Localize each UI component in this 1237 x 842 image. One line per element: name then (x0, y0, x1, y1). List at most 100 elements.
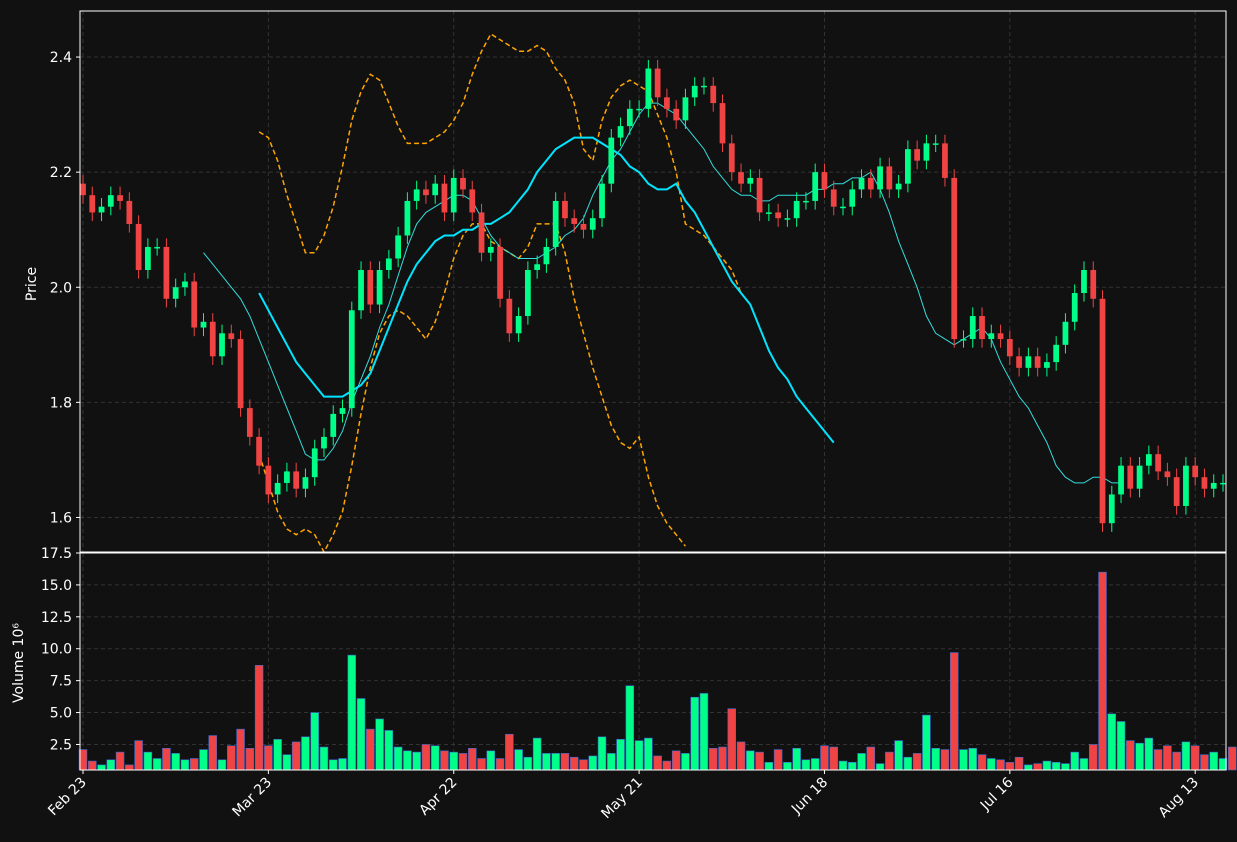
candle-body (654, 68, 661, 98)
candle-body (932, 143, 939, 145)
candle (423, 180, 429, 204)
candle (756, 169, 763, 222)
volume-bar (301, 736, 310, 771)
volume-bar (1228, 746, 1237, 771)
volume-bar (338, 758, 347, 771)
candle (849, 180, 856, 216)
candle (728, 134, 735, 181)
candle-body (525, 269, 531, 317)
volume-panel-frame (79, 552, 1227, 771)
candle-body (877, 166, 883, 190)
volume-bar (217, 759, 227, 771)
candle (1192, 457, 1199, 486)
candle (960, 330, 967, 348)
candle-body (849, 189, 856, 207)
volume-bar (162, 747, 171, 771)
volume-bar (1135, 742, 1144, 771)
candle (441, 175, 448, 222)
candle (1210, 474, 1217, 498)
candle-body (1108, 494, 1115, 524)
candle (1201, 468, 1208, 498)
volume-bars (78, 571, 1237, 771)
volume-bar (616, 739, 625, 771)
volume-bar (773, 749, 783, 771)
candle (284, 462, 290, 492)
candle-body (738, 172, 744, 184)
candle (413, 180, 420, 210)
candle-body (330, 413, 337, 437)
candle (163, 238, 170, 308)
candle-body (617, 126, 624, 138)
volume-bar (1126, 740, 1135, 771)
candle-body (830, 189, 837, 207)
candle-body (1025, 356, 1032, 368)
volume-bar (579, 759, 588, 771)
candle (385, 249, 392, 279)
candle (664, 88, 670, 118)
candle-body (1053, 344, 1060, 363)
volume-bar (1005, 762, 1015, 771)
candle-body (886, 166, 893, 190)
candle (543, 238, 550, 273)
candle-body (599, 183, 605, 219)
volume-bar (727, 708, 737, 771)
volume-bar (254, 665, 264, 771)
candle-body (191, 281, 198, 328)
volume-bar (1051, 762, 1061, 771)
volume-bar (1144, 737, 1154, 771)
candle-body (580, 223, 587, 230)
volume-y-tick-label: 15.0 (41, 578, 72, 594)
candle (626, 100, 633, 135)
candle-body (432, 183, 439, 196)
volume-bar (607, 753, 616, 771)
candle (905, 140, 911, 193)
candle (951, 169, 958, 348)
candle-body (710, 85, 717, 104)
candle-body (951, 177, 958, 340)
candle (1108, 485, 1115, 532)
candle (404, 192, 411, 245)
volume-bar (125, 764, 134, 771)
candle-body (747, 177, 754, 184)
candle (525, 261, 531, 325)
volume-bar (1163, 745, 1172, 771)
candle-body (988, 333, 995, 340)
candle-body (645, 68, 652, 109)
volume-bar (857, 753, 866, 771)
candle (330, 405, 337, 446)
candle (988, 324, 995, 348)
candle (1016, 347, 1022, 377)
candle (219, 324, 225, 365)
volume-bar (625, 685, 635, 771)
volume-bar (792, 747, 801, 771)
candle (784, 209, 791, 227)
candle (1155, 445, 1161, 481)
volume-bar (319, 746, 329, 771)
volume-bar (644, 737, 653, 771)
candle-body (284, 471, 290, 483)
candle (691, 77, 698, 106)
candle-body (562, 200, 568, 219)
volume-y-tick-label: 12.5 (41, 610, 72, 626)
candle-body (126, 200, 133, 224)
candle (321, 428, 327, 458)
candle-body (969, 316, 976, 340)
volume-bar (523, 756, 533, 771)
candle-body (997, 333, 1004, 340)
candle-body (1127, 465, 1134, 489)
volume-bar (653, 755, 662, 771)
volume-bar (1153, 749, 1163, 771)
volume-bar (421, 744, 431, 771)
volume-bar (477, 758, 486, 771)
volume-bar (764, 762, 774, 771)
price-y-tick-label: 2.4 (50, 50, 72, 66)
candle (877, 157, 883, 199)
volume-bar (903, 756, 913, 771)
volume-bar (1172, 751, 1181, 771)
candle-body (385, 258, 392, 270)
candle-body (867, 177, 874, 190)
volume-bar (755, 751, 764, 771)
volume-bar (329, 759, 338, 771)
volume-bar (690, 696, 699, 771)
volume-bar (588, 755, 597, 771)
